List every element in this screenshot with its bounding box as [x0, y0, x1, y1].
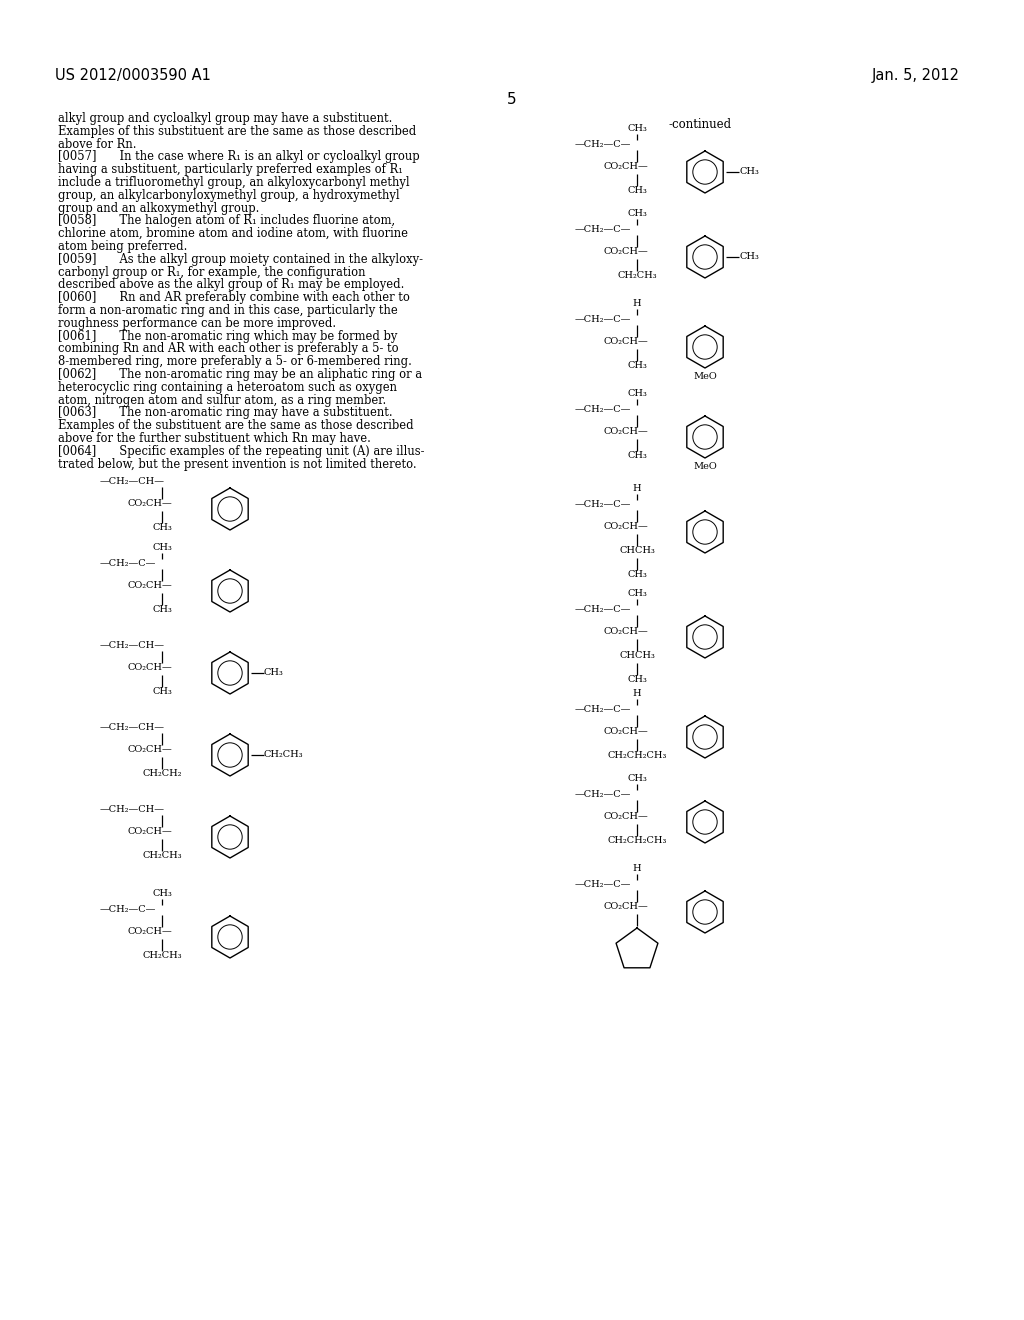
Text: -continued: -continued — [669, 117, 731, 131]
Text: CO₂CH—: CO₂CH— — [603, 247, 648, 256]
Text: CO₂CH—: CO₂CH— — [603, 812, 648, 821]
Text: CO₂CH—: CO₂CH— — [128, 828, 173, 836]
Text: —CH₂—C—: —CH₂—C— — [575, 224, 632, 234]
Text: CH₃: CH₃ — [152, 523, 172, 532]
Text: having a substituent, particularly preferred examples of R₁: having a substituent, particularly prefe… — [58, 164, 402, 176]
Text: CO₂CH—: CO₂CH— — [603, 426, 648, 436]
Text: CH₂CH₃: CH₂CH₃ — [142, 851, 182, 861]
Text: CO₂CH—: CO₂CH— — [603, 337, 648, 346]
Text: CO₂CH—: CO₂CH— — [603, 162, 648, 172]
Text: CO₂CH—: CO₂CH— — [603, 521, 648, 531]
Text: —CH₂—C—: —CH₂—C— — [575, 789, 632, 799]
Text: CH₂CH₃: CH₂CH₃ — [142, 950, 182, 960]
Text: CH₃: CH₃ — [627, 589, 647, 598]
Text: atom, nitrogen atom and sulfur atom, as a ring member.: atom, nitrogen atom and sulfur atom, as … — [58, 393, 386, 407]
Text: Jan. 5, 2012: Jan. 5, 2012 — [872, 69, 961, 83]
Text: CH₂CH₃: CH₂CH₃ — [264, 750, 304, 759]
Text: CH₃: CH₃ — [739, 168, 759, 176]
Text: 5: 5 — [507, 92, 517, 107]
Text: H: H — [633, 689, 641, 698]
Text: CH₃: CH₃ — [152, 888, 172, 898]
Text: combining Rn and AR with each other is preferably a 5- to: combining Rn and AR with each other is p… — [58, 342, 398, 355]
Text: CH₃: CH₃ — [627, 360, 647, 370]
Text: above for Rn.: above for Rn. — [58, 137, 136, 150]
Text: [0059]  As the alkyl group moiety contained in the alkyloxy-: [0059] As the alkyl group moiety contain… — [58, 253, 423, 265]
Text: CO₂CH—: CO₂CH— — [603, 727, 648, 737]
Text: [0061]  The non-aromatic ring which may be formed by: [0061] The non-aromatic ring which may b… — [58, 330, 397, 343]
Text: atom being preferred.: atom being preferred. — [58, 240, 187, 253]
Text: —CH₂—CH—: —CH₂—CH— — [100, 805, 165, 814]
Text: —CH₂—C—: —CH₂—C— — [575, 705, 632, 714]
Text: CHCH₃: CHCH₃ — [620, 546, 655, 554]
Text: CH₃: CH₃ — [152, 605, 172, 614]
Text: form a non-aromatic ring and in this case, particularly the: form a non-aromatic ring and in this cas… — [58, 304, 397, 317]
Text: CO₂CH—: CO₂CH— — [128, 499, 173, 508]
Text: [0064]  Specific examples of the repeating unit (A) are illus-: [0064] Specific examples of the repeatin… — [58, 445, 425, 458]
Text: CH₃: CH₃ — [264, 668, 284, 677]
Text: CHCH₃: CHCH₃ — [620, 651, 655, 660]
Text: carbonyl group or R₁, for example, the configuration: carbonyl group or R₁, for example, the c… — [58, 265, 366, 279]
Text: group and an alkoxymethyl group.: group and an alkoxymethyl group. — [58, 202, 259, 215]
Text: 8-membered ring, more preferably a 5- or 6-membered ring.: 8-membered ring, more preferably a 5- or… — [58, 355, 412, 368]
Text: CH₂CH₂CH₃: CH₂CH₂CH₃ — [607, 751, 667, 760]
Text: CO₂CH—: CO₂CH— — [128, 927, 173, 936]
Text: —CH₂—C—: —CH₂—C— — [575, 880, 632, 888]
Text: CH₃: CH₃ — [627, 389, 647, 399]
Text: CH₂CH₂: CH₂CH₂ — [142, 770, 181, 777]
Text: —CH₂—C—: —CH₂—C— — [575, 315, 632, 323]
Text: —CH₂—C—: —CH₂—C— — [100, 906, 157, 913]
Text: —CH₂—C—: —CH₂—C— — [100, 558, 157, 568]
Text: CH₂CH₂CH₃: CH₂CH₂CH₃ — [607, 836, 667, 845]
Text: —CH₂—C—: —CH₂—C— — [575, 500, 632, 510]
Text: CH₃: CH₃ — [739, 252, 759, 261]
Text: CO₂CH—: CO₂CH— — [603, 902, 648, 911]
Text: CH₃: CH₃ — [627, 186, 647, 195]
Text: CH₃: CH₃ — [627, 570, 647, 579]
Text: chlorine atom, bromine atom and iodine atom, with fluorine: chlorine atom, bromine atom and iodine a… — [58, 227, 408, 240]
Text: CH₃: CH₃ — [627, 209, 647, 218]
Text: described above as the alkyl group of R₁ may be employed.: described above as the alkyl group of R₁… — [58, 279, 404, 292]
Text: group, an alkylcarbonyloxymethyl group, a hydroxymethyl: group, an alkylcarbonyloxymethyl group, … — [58, 189, 399, 202]
Text: MeO: MeO — [693, 462, 717, 471]
Text: heterocyclic ring containing a heteroatom such as oxygen: heterocyclic ring containing a heteroato… — [58, 380, 397, 393]
Text: [0063]  The non-aromatic ring may have a substituent.: [0063] The non-aromatic ring may have a … — [58, 407, 392, 420]
Text: CH₃: CH₃ — [152, 686, 172, 696]
Text: CH₃: CH₃ — [627, 124, 647, 133]
Text: [0058]  The halogen atom of R₁ includes fluorine atom,: [0058] The halogen atom of R₁ includes f… — [58, 214, 395, 227]
Text: roughness performance can be more improved.: roughness performance can be more improv… — [58, 317, 336, 330]
Text: trated below, but the present invention is not limited thereto.: trated below, but the present invention … — [58, 458, 417, 471]
Text: US 2012/0003590 A1: US 2012/0003590 A1 — [55, 69, 211, 83]
Text: H: H — [633, 484, 641, 492]
Text: CH₃: CH₃ — [627, 774, 647, 783]
Text: CO₂CH—: CO₂CH— — [128, 663, 173, 672]
Text: Examples of the substituent are the same as those described: Examples of the substituent are the same… — [58, 420, 414, 432]
Text: [0060]  Rn and AR preferably combine with each other to: [0060] Rn and AR preferably combine with… — [58, 292, 410, 304]
Text: —CH₂—CH—: —CH₂—CH— — [100, 477, 165, 486]
Text: —CH₂—CH—: —CH₂—CH— — [100, 642, 165, 649]
Text: CO₂CH—: CO₂CH— — [128, 581, 173, 590]
Text: [0057]  In the case where R₁ is an alkyl or cycloalkyl group: [0057] In the case where R₁ is an alkyl … — [58, 150, 420, 164]
Text: —CH₂—C—: —CH₂—C— — [575, 140, 632, 149]
Text: above for the further substituent which Rn may have.: above for the further substituent which … — [58, 432, 371, 445]
Text: CH₃: CH₃ — [152, 543, 172, 552]
Text: CH₂CH₃: CH₂CH₃ — [617, 271, 656, 280]
Text: MeO: MeO — [693, 372, 717, 381]
Text: H: H — [633, 865, 641, 873]
Text: CO₂CH—: CO₂CH— — [603, 627, 648, 636]
Text: H: H — [633, 300, 641, 308]
Text: —CH₂—CH—: —CH₂—CH— — [100, 723, 165, 733]
Text: CO₂CH—: CO₂CH— — [128, 744, 173, 754]
Text: [0062]  The non-aromatic ring may be an aliphatic ring or a: [0062] The non-aromatic ring may be an a… — [58, 368, 422, 381]
Text: —CH₂—C—: —CH₂—C— — [575, 405, 632, 414]
Text: Examples of this substituent are the same as those described: Examples of this substituent are the sam… — [58, 125, 416, 137]
Text: CH₃: CH₃ — [627, 675, 647, 684]
Text: —CH₂—C—: —CH₂—C— — [575, 605, 632, 614]
Text: include a trifluoromethyl group, an alkyloxycarbonyl methyl: include a trifluoromethyl group, an alky… — [58, 176, 410, 189]
Text: CH₃: CH₃ — [627, 451, 647, 459]
Text: alkyl group and cycloalkyl group may have a substituent.: alkyl group and cycloalkyl group may hav… — [58, 112, 392, 125]
